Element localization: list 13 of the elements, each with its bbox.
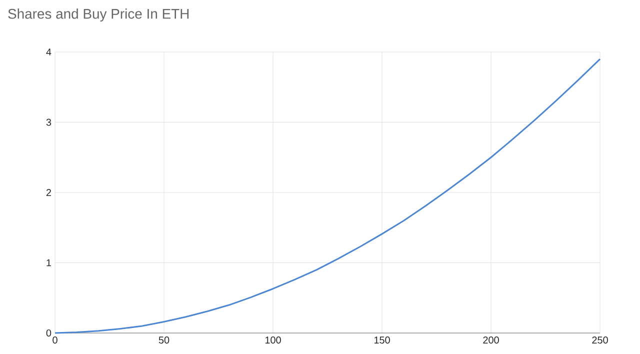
x-tick-label: 200 (483, 336, 499, 344)
x-tick-label: 0 (52, 336, 58, 344)
x-tick-label: 150 (374, 336, 390, 344)
x-tick-label: 100 (265, 336, 281, 344)
chart-title: Shares and Buy Price In ETH (8, 8, 189, 22)
line-series (54, 58, 601, 334)
y-tick-label: 4 (46, 48, 52, 56)
y-tick-label: 3 (46, 118, 52, 126)
x-tick-label: 250 (592, 336, 608, 344)
y-tick-label: 1 (46, 259, 52, 266)
y-tick-label: 0 (46, 329, 52, 337)
x-tick-label: 50 (158, 336, 170, 344)
y-tick-label: 2 (46, 189, 51, 196)
